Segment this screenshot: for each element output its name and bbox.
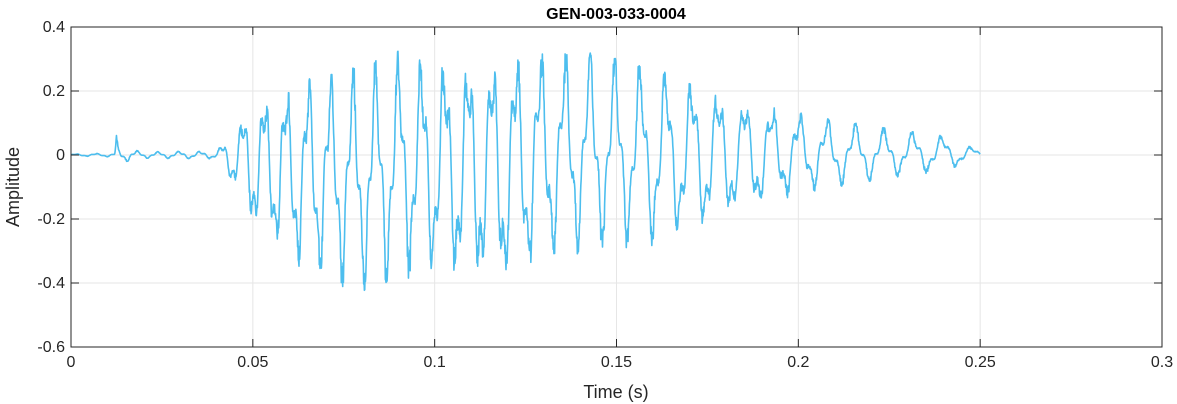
x-tick-label: 0.15: [601, 354, 632, 371]
y-tick-label: -0.2: [37, 211, 65, 228]
x-tick-label: 0.3: [1151, 354, 1173, 371]
y-tick-label: -0.4: [37, 275, 65, 292]
y-tick-label: -0.6: [37, 339, 65, 356]
axis-ticks: [70, 26, 1163, 348]
x-tick-labels: 0 0.05 0.1 0.15 0.2 0.25 0.3: [67, 354, 1174, 371]
y-tick-label: 0.2: [43, 83, 65, 100]
y-axis-label: Amplitude: [3, 147, 23, 227]
x-tick-label: 0.05: [237, 354, 268, 371]
chart-title: GEN-003-033-0004: [546, 6, 686, 23]
y-tick-labels: -0.6 -0.4 -0.2 0 0.2 0.4: [37, 19, 65, 356]
x-tick-label: 0: [67, 354, 76, 371]
y-tick-label: 0: [56, 147, 65, 164]
x-tick-label: 0.25: [965, 354, 996, 371]
waveform-series: [70, 50, 981, 292]
x-tick-label: 0.2: [787, 354, 809, 371]
x-axis-label: Time (s): [583, 382, 648, 402]
x-tick-label: 0.1: [424, 354, 446, 371]
y-tick-label: 0.4: [43, 19, 65, 36]
